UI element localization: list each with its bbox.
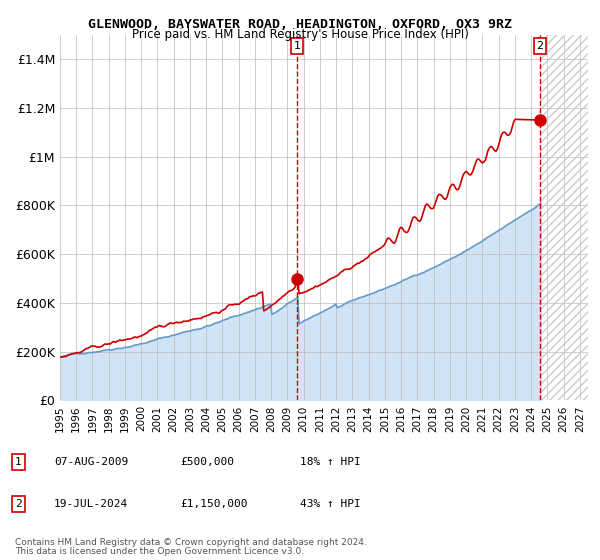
Text: GLENWOOD, BAYSWATER ROAD, HEADINGTON, OXFORD, OX3 9RZ: GLENWOOD, BAYSWATER ROAD, HEADINGTON, OX… [88,18,512,31]
Text: Contains HM Land Registry data © Crown copyright and database right 2024.: Contains HM Land Registry data © Crown c… [15,539,367,548]
Text: 1: 1 [293,41,301,51]
Text: 07-AUG-2009: 07-AUG-2009 [54,457,128,467]
Text: 18% ↑ HPI: 18% ↑ HPI [300,457,361,467]
Bar [540,35,588,400]
Text: £1,150,000: £1,150,000 [180,499,248,509]
Text: Price paid vs. HM Land Registry's House Price Index (HPI): Price paid vs. HM Land Registry's House … [131,28,469,41]
Text: This data is licensed under the Open Government Licence v3.0.: This data is licensed under the Open Gov… [15,548,304,557]
Text: 2: 2 [15,499,22,509]
Text: 2: 2 [536,41,544,51]
Text: 19-JUL-2024: 19-JUL-2024 [54,499,128,509]
Text: £500,000: £500,000 [180,457,234,467]
Text: 1: 1 [15,457,22,467]
Text: 43% ↑ HPI: 43% ↑ HPI [300,499,361,509]
